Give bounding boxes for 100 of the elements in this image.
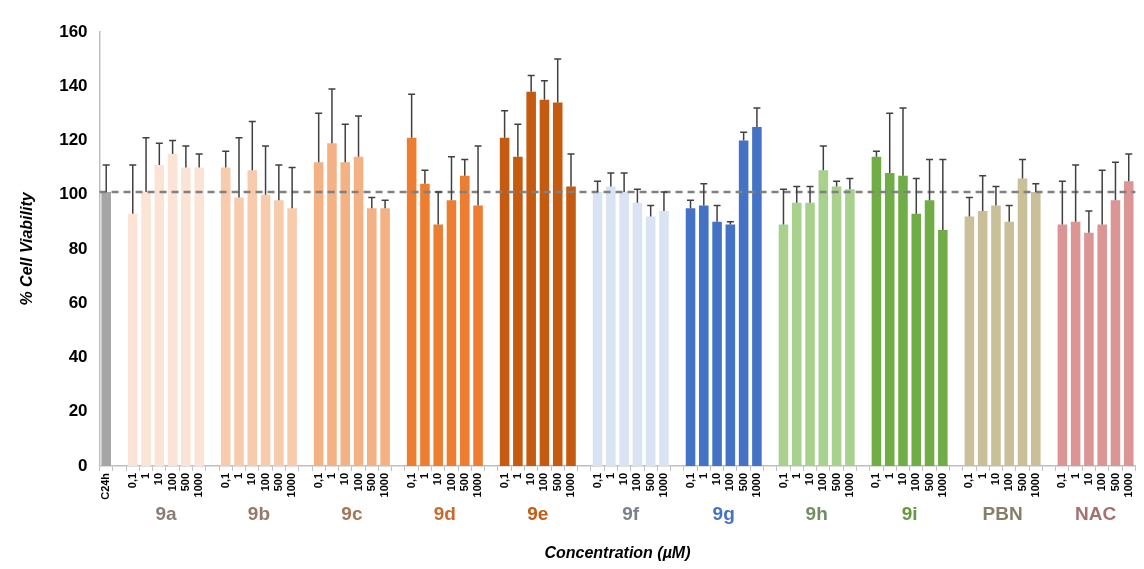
series-label: 9b bbox=[247, 503, 271, 525]
series-label: 9h bbox=[805, 503, 828, 525]
bar bbox=[220, 167, 231, 466]
bar bbox=[141, 192, 151, 466]
x-tick-label: 100 bbox=[165, 472, 178, 492]
bar bbox=[632, 202, 643, 466]
x-axis-title: Concentration (µM) bbox=[544, 543, 691, 561]
x-tick-label: 100 bbox=[1095, 472, 1108, 492]
bar bbox=[606, 186, 616, 466]
bar bbox=[725, 224, 736, 466]
bar bbox=[287, 208, 297, 466]
x-tick-label: 1000 bbox=[378, 472, 391, 498]
bar bbox=[1017, 178, 1028, 466]
x-tick-label: 1 bbox=[789, 472, 802, 480]
bar bbox=[526, 91, 536, 466]
bar bbox=[274, 200, 284, 466]
series-label: 9g bbox=[712, 503, 735, 525]
x-tick-label: 0,1 bbox=[962, 472, 975, 489]
bar bbox=[473, 205, 483, 466]
x-tick-label: 100 bbox=[258, 472, 271, 492]
bar bbox=[340, 162, 351, 466]
bar bbox=[831, 186, 842, 466]
bar bbox=[1004, 221, 1015, 466]
bar bbox=[406, 137, 417, 466]
x-tick-label: 1 bbox=[696, 472, 709, 480]
bar bbox=[738, 140, 749, 466]
bar bbox=[566, 186, 576, 466]
bar bbox=[353, 156, 364, 466]
x-tick-label: 500 bbox=[364, 472, 377, 492]
bar bbox=[127, 213, 138, 466]
series-label: 9i bbox=[901, 503, 918, 525]
x-tick-label: 0,1 bbox=[218, 472, 231, 489]
series-label: PBN bbox=[982, 503, 1023, 525]
x-tick-label: 10 bbox=[710, 472, 723, 486]
bar bbox=[234, 197, 244, 466]
bar bbox=[1110, 200, 1121, 466]
x-tick-label: 0,1 bbox=[869, 472, 882, 489]
x-tick-label: 1000 bbox=[1121, 472, 1134, 498]
bar bbox=[446, 200, 457, 466]
bar bbox=[924, 200, 935, 466]
x-tick-label: 0,1 bbox=[497, 472, 510, 489]
bar bbox=[752, 126, 762, 466]
series-label: 9c bbox=[341, 503, 363, 525]
x-tick-label: 1000 bbox=[285, 472, 298, 498]
x-tick-label: 100 bbox=[909, 472, 922, 492]
x-tick-label: 10 bbox=[152, 472, 165, 486]
x-tick-label: 1000 bbox=[842, 472, 855, 498]
bar bbox=[1097, 224, 1107, 466]
bar bbox=[247, 170, 258, 466]
bar bbox=[645, 216, 656, 466]
bar bbox=[845, 189, 855, 466]
x-tick-label: 1000 bbox=[935, 472, 948, 498]
x-tick-label: 500 bbox=[1108, 472, 1121, 492]
series-label: 9a bbox=[155, 503, 177, 525]
x-tick-label: 100 bbox=[816, 472, 829, 492]
x-tick-label: 100 bbox=[723, 472, 736, 492]
bar bbox=[1070, 221, 1081, 466]
bar bbox=[685, 208, 696, 466]
x-tick-label: 100 bbox=[351, 472, 364, 492]
bar bbox=[898, 175, 908, 466]
x-tick-label: 10 bbox=[338, 472, 351, 486]
x-tick-label: 500 bbox=[550, 472, 563, 492]
x-tick-label: 500 bbox=[736, 472, 749, 492]
bar bbox=[539, 99, 550, 466]
y-tick-label: 20 bbox=[68, 401, 88, 421]
x-tick-label: 1000 bbox=[564, 472, 577, 498]
bar bbox=[1031, 192, 1041, 466]
bar bbox=[938, 229, 948, 466]
x-tick-label: 1 bbox=[882, 472, 895, 480]
bar bbox=[367, 208, 377, 466]
x-tick-label: 1 bbox=[510, 472, 523, 480]
bar bbox=[911, 213, 922, 466]
x-tick-label: 0,1 bbox=[776, 472, 789, 489]
x-tick-label: 1 bbox=[324, 472, 337, 480]
bar bbox=[513, 156, 523, 466]
bar bbox=[991, 205, 1001, 466]
bar bbox=[818, 170, 829, 466]
x-tick-label: 10 bbox=[896, 472, 909, 486]
series-label: 9f bbox=[622, 503, 640, 525]
x-tick-label: 10 bbox=[988, 472, 1001, 486]
y-tick-label: 0 bbox=[78, 455, 88, 475]
bar bbox=[964, 216, 975, 466]
x-tick-label: 0,1 bbox=[590, 472, 603, 489]
bar bbox=[313, 162, 324, 466]
bar bbox=[433, 224, 443, 466]
x-tick-label: 100 bbox=[537, 472, 550, 492]
series-label: 9d bbox=[433, 503, 456, 525]
x-tick-label: 0,1 bbox=[125, 472, 138, 489]
x-tick-label: 1000 bbox=[656, 472, 669, 498]
bar bbox=[659, 210, 669, 466]
x-tick-label: C24h bbox=[99, 472, 112, 500]
bar bbox=[805, 202, 815, 466]
bar bbox=[194, 167, 204, 466]
x-tick-label: 1000 bbox=[471, 472, 484, 498]
bar bbox=[592, 192, 603, 466]
x-tick-label: 1 bbox=[1068, 472, 1081, 480]
x-tick-label: 10 bbox=[617, 472, 630, 486]
x-tick-label: 100 bbox=[1002, 472, 1015, 492]
bar bbox=[459, 175, 470, 466]
x-tick-label: 10 bbox=[524, 472, 537, 486]
